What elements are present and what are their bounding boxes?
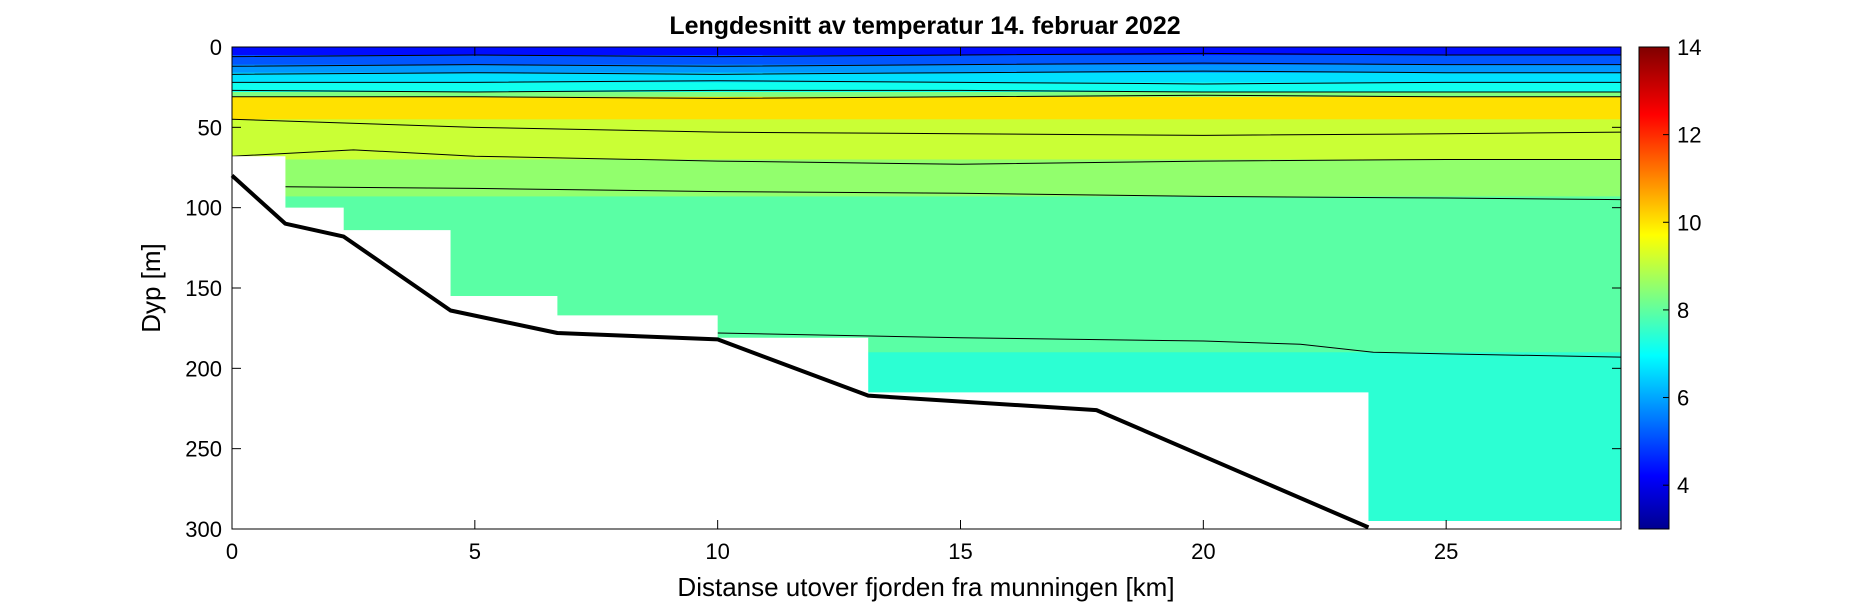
contour-line-4 — [232, 89, 1621, 93]
contour-line-9 — [717, 332, 1621, 358]
x-tick-label: 15 — [948, 539, 972, 564]
x-axis-ticks: 0 5 10 15 20 25 — [226, 47, 1458, 564]
y-tick-label: 100 — [185, 196, 222, 221]
contour-line-2 — [232, 70, 1621, 75]
colorbar-tick-label: 12 — [1677, 123, 1701, 148]
chart-title: Lengdesnitt av temperatur 14. februar 20… — [669, 12, 1180, 40]
y-tick-label: 300 — [185, 517, 222, 542]
colorbar-tick-label: 14 — [1677, 35, 1701, 60]
colorbar — [1638, 46, 1670, 530]
y-tick-label: 200 — [185, 356, 222, 381]
fjord-bottom-line — [230, 174, 1370, 530]
colorbar-tick-label: 10 — [1677, 210, 1701, 235]
x-tick-label: 0 — [226, 539, 238, 564]
y-tick-label: 0 — [210, 35, 222, 60]
contour-line-6 — [232, 118, 1621, 136]
temperature-layer-6 — [232, 96, 1621, 120]
contour-line-3 — [232, 80, 1621, 85]
y-axis-label: Dyp [m] — [136, 243, 166, 333]
colorbar-ticks: 4 6 8 10 12 14 — [1663, 35, 1701, 498]
temperature-layer-0 — [232, 47, 1621, 56]
x-axis-label: Distanse utover fjorden fra munningen [k… — [677, 572, 1174, 602]
temperature-layer-4 — [232, 82, 1621, 93]
temperature-layer-3 — [232, 72, 1621, 83]
no-data-mask — [232, 156, 1621, 529]
temperature-layer-1 — [232, 55, 1621, 66]
x-tick-label: 20 — [1191, 539, 1215, 564]
temperature-layer-2 — [232, 64, 1621, 74]
contour-line-5 — [232, 94, 1621, 99]
contour-line-8 — [285, 186, 1621, 201]
contour-line-1 — [232, 62, 1621, 67]
x-tick-label: 5 — [469, 539, 481, 564]
colorbar-tick-label: 8 — [1677, 298, 1689, 323]
temperature-layer-8 — [232, 159, 1621, 197]
y-axis-ticks: 0 50 100 150 200 250 300 — [185, 35, 1621, 542]
x-tick-label: 25 — [1434, 539, 1458, 564]
temperature-layer-5 — [232, 91, 1621, 98]
colorbar-tick-label: 6 — [1677, 386, 1689, 411]
y-tick-label: 150 — [185, 276, 222, 301]
y-tick-label: 50 — [198, 115, 222, 140]
contour-line-7 — [232, 149, 1621, 165]
colorbar-tick-label: 4 — [1677, 473, 1689, 498]
y-tick-label: 250 — [185, 437, 222, 462]
x-tick-label: 10 — [705, 539, 729, 564]
temperature-layer-7 — [232, 119, 1621, 160]
